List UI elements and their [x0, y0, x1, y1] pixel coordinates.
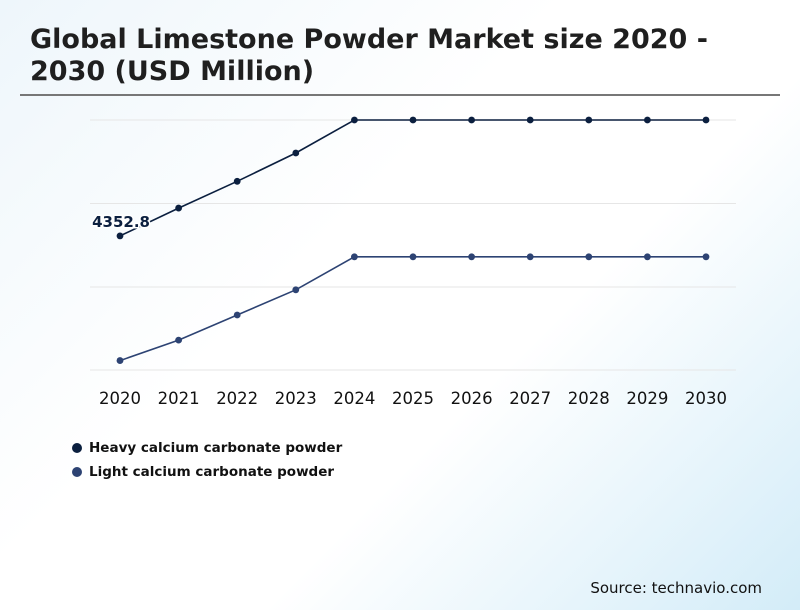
x-tick-2030: 2030 [685, 389, 727, 408]
legend-label-heavy: Heavy calcium carbonate powder [89, 440, 343, 456]
series-points [116, 116, 710, 364]
data-point-s1-2022 [233, 311, 241, 319]
x-tick-2023: 2023 [275, 389, 317, 408]
series-lines [119, 119, 706, 362]
x-tick-2024: 2024 [333, 389, 375, 408]
data-point-s1-2020 [116, 357, 124, 364]
data-point-s1-2026 [468, 253, 475, 261]
data-point-s0-2021 [175, 204, 183, 212]
x-tick-2027: 2027 [509, 389, 551, 408]
data-point-s1-2021 [175, 336, 183, 344]
x-tick-2025: 2025 [392, 389, 434, 408]
x-tick-2021: 2021 [158, 389, 200, 408]
legend-label-light: Light calcium carbonate powder [89, 464, 335, 480]
x-tick-2026: 2026 [451, 389, 493, 408]
data-point-s0-2028 [585, 116, 593, 124]
data-point-s1-2024 [351, 253, 358, 261]
x-tick-labels: 2020 2021 2022 2023 2024 2025 2026 2027 2028 2029… [99, 389, 727, 408]
data-point-s1-2027 [526, 253, 534, 261]
data-point-s0-2026 [468, 116, 475, 124]
series-line-1 [119, 256, 706, 362]
data-point-s0-2029 [644, 116, 651, 124]
data-point-s1-2029 [644, 253, 651, 261]
chart-title: Global Limestone Powder Market size 2020… [30, 24, 708, 87]
data-point-s1-2025 [409, 253, 417, 261]
gridlines [90, 119, 736, 371]
legend-item-heavy[interactable]: Heavy calcium carbonate powder [72, 436, 342, 460]
x-tick-2028: 2028 [568, 389, 610, 408]
data-point-s0-2023 [292, 149, 300, 157]
x-tick-2022: 2022 [216, 389, 258, 408]
data-labels: 4352.8 [91, 211, 152, 232]
legend: Heavy calcium carbonate powder Light cal… [72, 436, 342, 484]
data-point-s0-2030 [702, 116, 710, 124]
data-point-s0-2022 [233, 177, 241, 185]
series-line-0 [119, 119, 706, 237]
data-point-s0-2025 [409, 116, 417, 124]
x-tick-2020: 2020 [99, 389, 141, 408]
data-point-s0-2020 [116, 232, 124, 240]
data-point-s1-2023 [292, 286, 300, 294]
data-point-s1-2030 [702, 253, 710, 261]
title-divider [20, 94, 780, 96]
data-point-s0-2024 [351, 116, 358, 124]
data-point-s0-2027 [526, 116, 534, 124]
data-label-s0-2020: 4352.8 [92, 213, 150, 231]
legend-item-light[interactable]: Light calcium carbonate powder [72, 460, 342, 484]
legend-marker-heavy [72, 443, 82, 453]
legend-marker-light [72, 467, 82, 477]
line-chart: 2020 2021 2022 2023 2024 2025 2026 2027 2028 2029… [90, 116, 736, 408]
source-credit: Source: technavio.com [590, 579, 762, 597]
x-tick-2029: 2029 [626, 389, 668, 408]
data-point-s1-2028 [585, 253, 593, 261]
